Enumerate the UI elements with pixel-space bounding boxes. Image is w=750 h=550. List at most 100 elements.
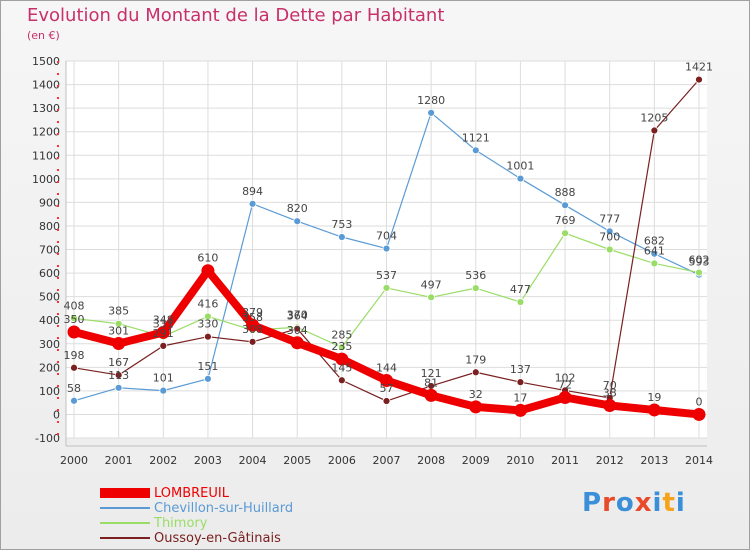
x-tick-label: 2013 (640, 454, 668, 467)
data-point (290, 336, 304, 350)
chart-title: Evolution du Montant de la Dette par Hab… (27, 5, 445, 26)
data-label: 379 (242, 306, 263, 319)
data-label: 497 (421, 278, 442, 291)
data-point (248, 337, 257, 346)
data-point (650, 249, 659, 258)
y-tick-label: 300 (39, 338, 60, 351)
data-point (204, 374, 212, 383)
data-label: 536 (465, 269, 486, 282)
logo-letter: P (582, 488, 603, 518)
data-point (114, 383, 123, 392)
y-tick-label: 900 (39, 196, 60, 209)
y-tick-label: 600 (39, 267, 60, 280)
y-tick-label: 1500 (32, 55, 60, 68)
data-point (380, 374, 393, 388)
x-tick-label: 2001 (105, 454, 133, 467)
x-tick-label: 2003 (194, 454, 222, 467)
data-point (561, 229, 569, 238)
data-label: 198 (64, 349, 85, 362)
x-tick-label: 2002 (149, 454, 177, 467)
data-point (382, 284, 391, 292)
data-label: 291 (153, 327, 174, 340)
data-label: 331 (153, 317, 174, 330)
data-label: 364 (287, 310, 308, 323)
proxiti-logo: Proxiti (582, 488, 686, 518)
data-label: 121 (421, 367, 442, 380)
legend-label: Oussoy-en-Gâtinais (154, 531, 281, 546)
x-tick-label: 2007 (373, 454, 401, 467)
data-point (248, 199, 257, 208)
data-label: 58 (67, 382, 81, 395)
data-point (159, 341, 168, 350)
data-label: 610 (197, 252, 218, 265)
data-label: 113 (108, 369, 129, 382)
x-tick-label: 2012 (596, 454, 624, 467)
x-tick-label: 2014 (685, 454, 713, 467)
logo-letter: i (675, 488, 686, 518)
data-point (605, 245, 614, 254)
x-tick-label: 2000 (60, 454, 88, 467)
data-point (561, 201, 569, 210)
data-label: 38 (603, 386, 617, 399)
series (67, 75, 706, 421)
y-tick-label: 1400 (32, 79, 60, 92)
data-point (204, 332, 212, 341)
data-label: 17 (513, 391, 527, 404)
data-label: 682 (644, 235, 665, 248)
y-tick-label: 400 (39, 314, 60, 327)
data-point (382, 244, 391, 253)
data-labels: 58 113 101 151 894 820 753 704 1280 1121 1001 888 77… (64, 61, 714, 409)
data-label: 350 (64, 313, 85, 326)
data-point (516, 378, 525, 387)
data-label: 144 (376, 362, 397, 375)
data-point (558, 390, 572, 404)
data-label: 1205 (640, 112, 668, 125)
data-point (469, 400, 483, 414)
x-tick-label: 2008 (417, 454, 445, 467)
data-point (246, 318, 260, 332)
data-label: 285 (331, 328, 352, 341)
data-point (114, 319, 123, 328)
data-point (650, 259, 659, 268)
data-label: 593 (689, 256, 710, 269)
legend-swatch (100, 537, 150, 539)
data-point (112, 337, 126, 351)
y-tick-label: 1000 (32, 173, 60, 186)
logo-letter: t (662, 488, 676, 518)
data-point (424, 388, 438, 402)
data-point (201, 264, 215, 278)
data-point (516, 298, 525, 306)
data-point (471, 368, 480, 377)
data-point (159, 386, 168, 395)
x-tick-label: 2009 (462, 454, 490, 467)
data-point (692, 407, 706, 421)
data-label: 101 (153, 372, 174, 385)
data-label: 348 (153, 313, 174, 326)
logo-letter: i (652, 488, 663, 518)
data-label: 769 (555, 214, 576, 227)
data-label: 700 (599, 231, 620, 244)
data-point (471, 284, 480, 293)
data-label: 408 (64, 299, 85, 312)
axes: -100010020030040050060070080090010001100… (32, 55, 713, 467)
data-point (427, 293, 436, 302)
data-label: 235 (331, 340, 352, 353)
data-label: 151 (197, 360, 218, 373)
data-label: 81 (424, 376, 438, 389)
data-label: 1121 (462, 131, 490, 144)
data-label: 416 (197, 297, 218, 310)
data-label: 1001 (506, 160, 534, 173)
data-point (382, 397, 391, 405)
y-tick-label: 200 (39, 361, 60, 374)
legend-swatch (100, 488, 150, 498)
data-label: 477 (510, 283, 531, 296)
data-point (70, 314, 78, 323)
y-tick-label: 1300 (32, 102, 60, 115)
data-label: 57 (380, 382, 394, 395)
x-tick-label: 2006 (328, 454, 356, 467)
data-point (647, 403, 661, 417)
y-tick-label: 800 (39, 220, 60, 233)
data-point (471, 146, 480, 155)
data-label: 894 (242, 185, 263, 198)
data-point (114, 371, 123, 379)
